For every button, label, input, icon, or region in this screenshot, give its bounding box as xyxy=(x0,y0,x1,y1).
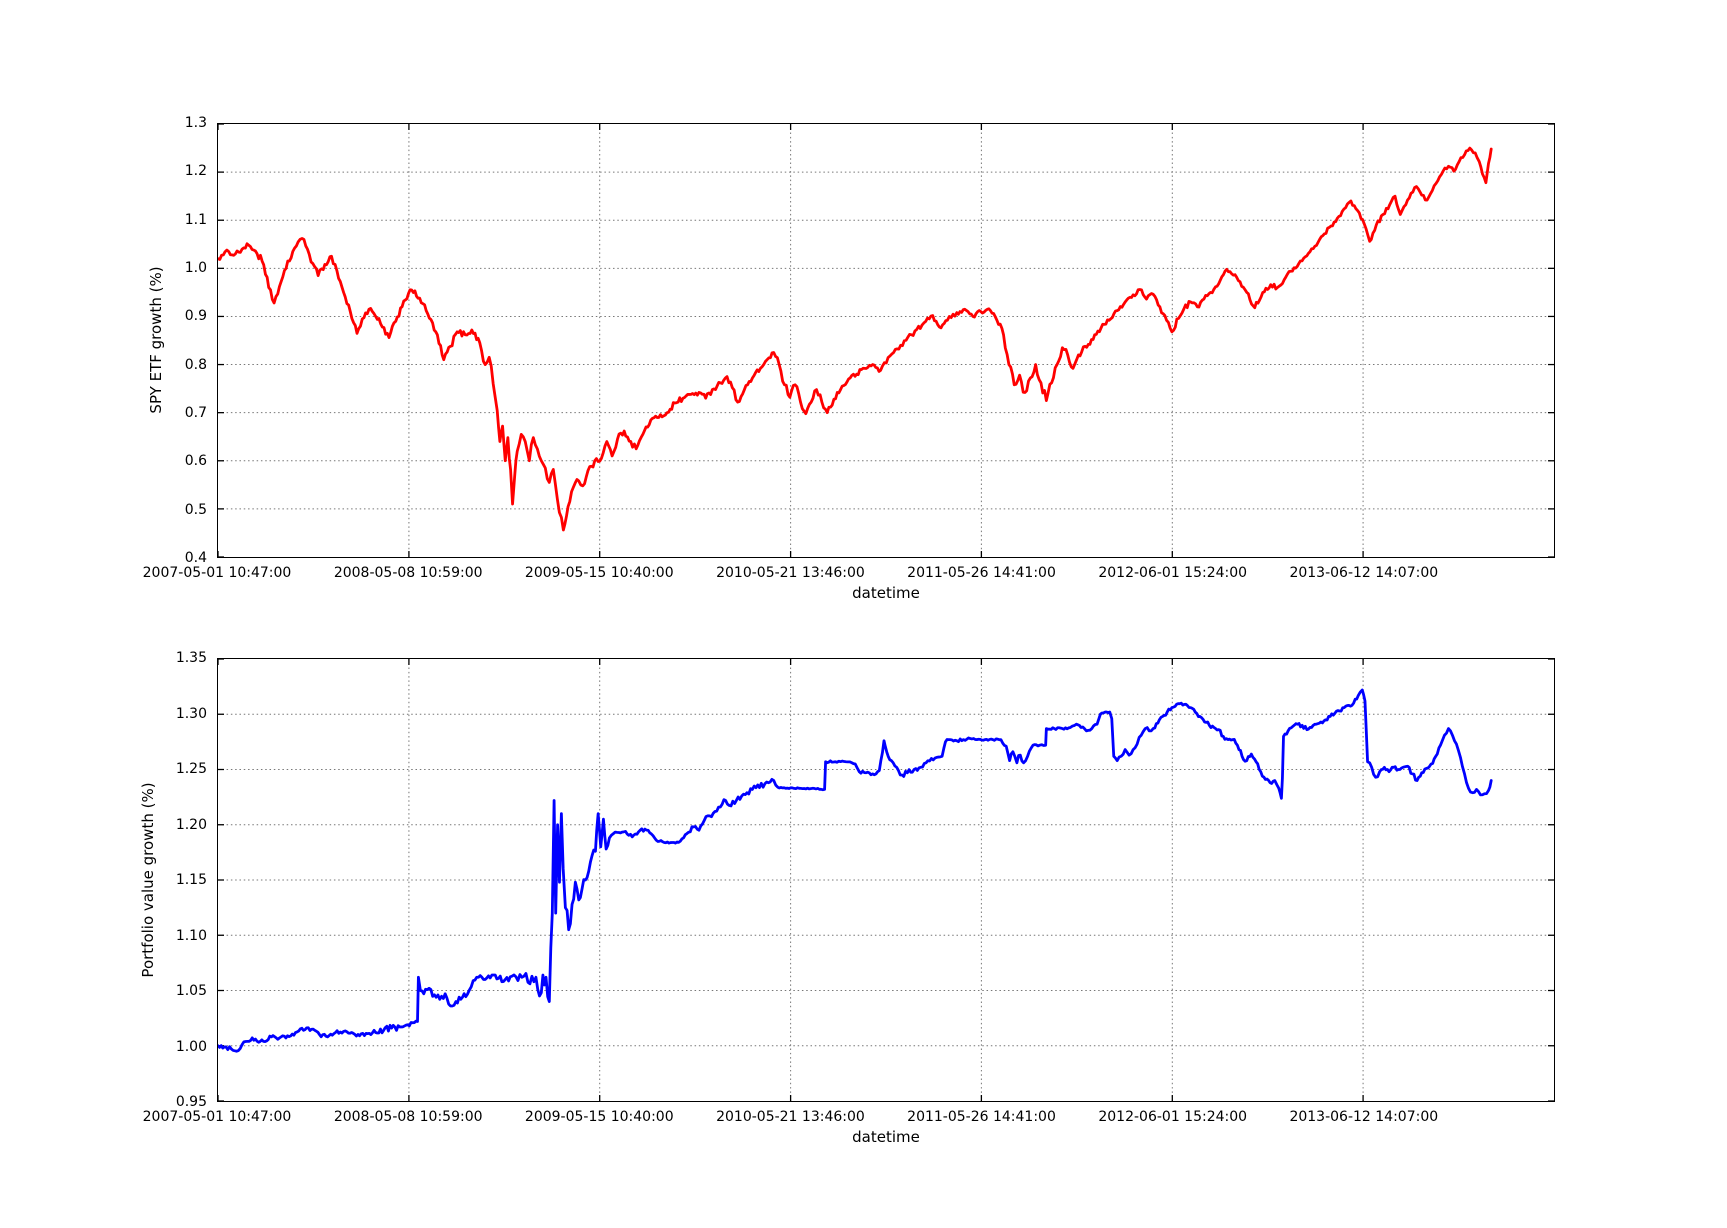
y-tick-label: 1.0 xyxy=(184,260,207,276)
x-tick-label: 2009-05-15 10:40:00 xyxy=(524,1109,674,1125)
y-tick-label: 1.00 xyxy=(175,1038,207,1055)
y-tick-label: 1.25 xyxy=(175,761,207,777)
y-tick-label: 1.1 xyxy=(184,211,207,228)
x-tick-label: 2009-05-15 10:40:00 xyxy=(524,565,674,581)
y-tick-label: 1.15 xyxy=(175,872,207,888)
y-tick-label: 1.2 xyxy=(184,163,207,180)
y-tick-label: 1.3 xyxy=(184,115,207,131)
x-tick-label: 2008-05-08 10:59:00 xyxy=(333,1109,483,1125)
x-tick-label: 2012-06-01 15:24:00 xyxy=(1098,1109,1248,1125)
spy-growth-axes xyxy=(217,123,1555,558)
y-tick-label: 1.10 xyxy=(175,927,207,944)
y-tick-label: 0.7 xyxy=(184,405,207,421)
x-tick-label: 2007-05-01 10:47:00 xyxy=(142,1109,292,1125)
y-tick-label: 0.5 xyxy=(184,501,207,518)
x-tick-label: 2007-05-01 10:47:00 xyxy=(142,565,292,581)
x-tick-label: 2011-05-26 14:41:00 xyxy=(907,1109,1056,1125)
x-tick-label: 2010-05-21 13:46:00 xyxy=(716,1109,865,1125)
portfolio-value-growth-line xyxy=(218,688,1493,1053)
y-tick-label: 0.95 xyxy=(175,1094,207,1110)
y-tick-label: 1.20 xyxy=(175,816,207,833)
x-tick-label: 2013-06-12 14:07:00 xyxy=(1289,565,1439,581)
y-tick-label: 0.8 xyxy=(184,356,207,373)
spy-y-axis-label: SPY ETF growth (%) xyxy=(147,266,165,414)
portfolio-growth-plot-area xyxy=(218,659,1554,1101)
spy-growth-plot-area xyxy=(218,124,1554,557)
x-tick-label: 2013-06-12 14:07:00 xyxy=(1289,1109,1439,1125)
spy-x-axis-label: datetime xyxy=(852,584,920,602)
y-tick-label: 0.4 xyxy=(184,550,207,566)
x-tick-label: 2008-05-08 10:59:00 xyxy=(333,565,483,581)
x-tick-label: 2012-06-01 15:24:00 xyxy=(1098,565,1248,581)
spy-etf-growth-line xyxy=(218,146,1493,532)
y-tick-label: 0.9 xyxy=(184,308,207,325)
x-tick-label: 2010-05-21 13:46:00 xyxy=(716,565,865,581)
y-tick-label: 1.05 xyxy=(175,983,207,999)
portfolio-x-axis-label: datetime xyxy=(852,1128,920,1146)
x-tick-label: 2011-05-26 14:41:00 xyxy=(907,565,1056,581)
portfolio-growth-axes xyxy=(217,658,1555,1102)
y-tick-label: 1.35 xyxy=(175,650,207,666)
y-tick-label: 1.30 xyxy=(175,705,207,722)
y-tick-label: 0.6 xyxy=(184,453,207,470)
